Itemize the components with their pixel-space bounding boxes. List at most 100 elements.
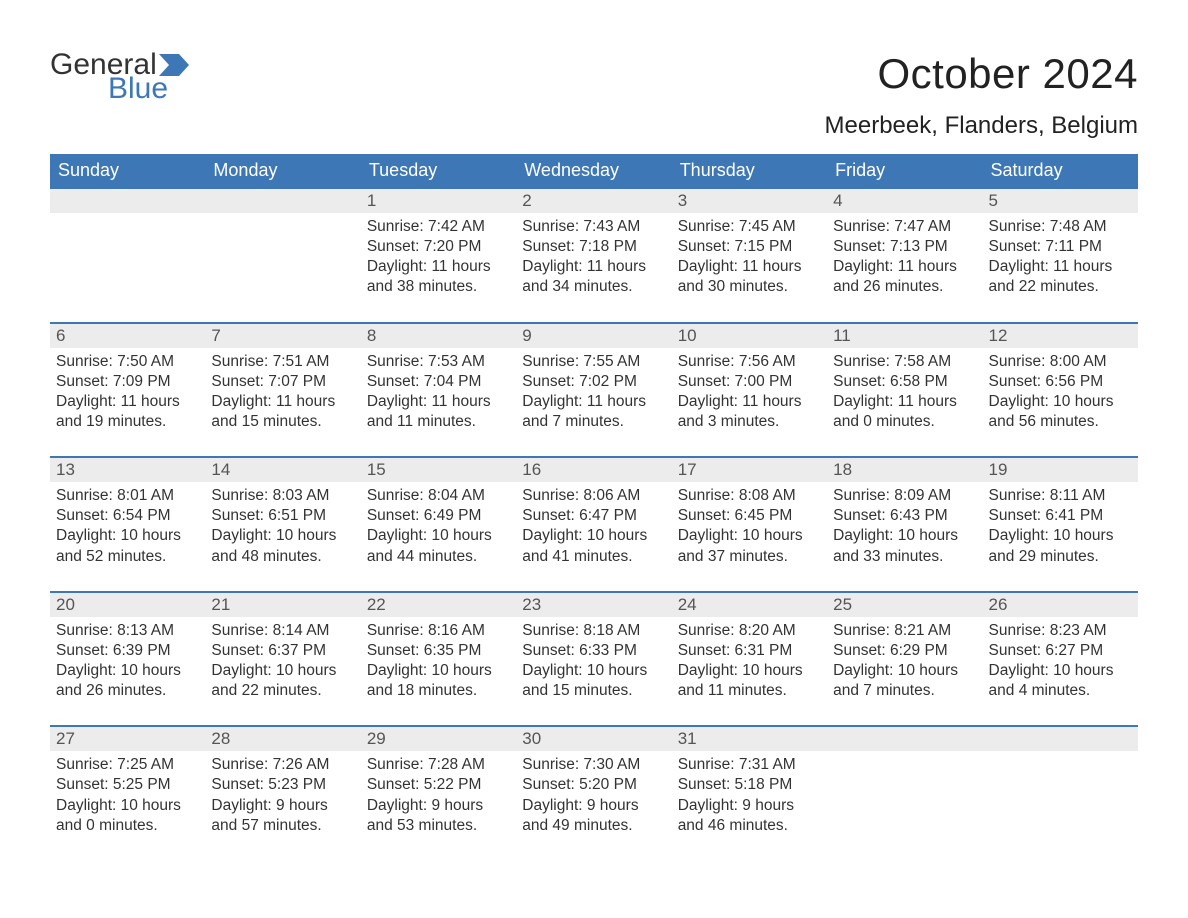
day-day1: Daylight: 11 hours	[678, 257, 821, 277]
day-sunrise: Sunrise: 7:26 AM	[211, 755, 354, 775]
week-row: 27Sunrise: 7:25 AMSunset: 5:25 PMDayligh…	[50, 725, 1138, 860]
day-sunrise: Sunrise: 7:48 AM	[989, 217, 1132, 237]
day-number-strip: 5	[983, 187, 1138, 213]
day-day1: Daylight: 11 hours	[678, 392, 821, 412]
day-sunset: Sunset: 7:20 PM	[367, 237, 510, 257]
day-body: Sunrise: 7:50 AMSunset: 7:09 PMDaylight:…	[50, 348, 205, 457]
dow-header: Sunday	[50, 154, 205, 187]
day-sunrise: Sunrise: 7:53 AM	[367, 352, 510, 372]
day-sunrise: Sunrise: 7:31 AM	[678, 755, 821, 775]
day-body-empty	[827, 751, 982, 859]
day-cell	[50, 187, 205, 322]
day-sunrise: Sunrise: 8:20 AM	[678, 621, 821, 641]
day-cell: 18Sunrise: 8:09 AMSunset: 6:43 PMDayligh…	[827, 456, 982, 591]
day-cell: 17Sunrise: 8:08 AMSunset: 6:45 PMDayligh…	[672, 456, 827, 591]
day-body: Sunrise: 8:01 AMSunset: 6:54 PMDaylight:…	[50, 482, 205, 591]
day-number-strip: 2	[516, 187, 671, 213]
day-sunset: Sunset: 7:13 PM	[833, 237, 976, 257]
day-body: Sunrise: 8:13 AMSunset: 6:39 PMDaylight:…	[50, 617, 205, 726]
day-body: Sunrise: 7:48 AMSunset: 7:11 PMDaylight:…	[983, 213, 1138, 322]
day-number-strip: 30	[516, 725, 671, 751]
day-cell: 9Sunrise: 7:55 AMSunset: 7:02 PMDaylight…	[516, 322, 671, 457]
day-day1: Daylight: 11 hours	[833, 257, 976, 277]
day-body: Sunrise: 7:26 AMSunset: 5:23 PMDaylight:…	[205, 751, 360, 860]
dow-header: Thursday	[672, 154, 827, 187]
day-sunset: Sunset: 6:56 PM	[989, 372, 1132, 392]
day-day1: Daylight: 9 hours	[367, 796, 510, 816]
day-number-strip: 24	[672, 591, 827, 617]
day-sunrise: Sunrise: 7:58 AM	[833, 352, 976, 372]
day-number-strip: 16	[516, 456, 671, 482]
logo: General Blue	[50, 50, 189, 104]
day-day1: Daylight: 10 hours	[367, 526, 510, 546]
day-number-strip: 1	[361, 187, 516, 213]
day-day2: and 7 minutes.	[522, 412, 665, 432]
day-number-strip: 12	[983, 322, 1138, 348]
day-body-empty	[983, 751, 1138, 859]
day-number-strip: 15	[361, 456, 516, 482]
day-cell	[983, 725, 1138, 860]
day-sunset: Sunset: 7:09 PM	[56, 372, 199, 392]
day-sunrise: Sunrise: 8:06 AM	[522, 486, 665, 506]
day-sunrise: Sunrise: 8:21 AM	[833, 621, 976, 641]
day-body: Sunrise: 7:47 AMSunset: 7:13 PMDaylight:…	[827, 213, 982, 322]
day-day2: and 0 minutes.	[56, 816, 199, 836]
day-number-strip: 6	[50, 322, 205, 348]
day-day2: and 11 minutes.	[678, 681, 821, 701]
day-cell	[827, 725, 982, 860]
day-day1: Daylight: 9 hours	[678, 796, 821, 816]
dow-header: Tuesday	[361, 154, 516, 187]
day-day2: and 26 minutes.	[56, 681, 199, 701]
day-cell: 26Sunrise: 8:23 AMSunset: 6:27 PMDayligh…	[983, 591, 1138, 726]
calendar-table: SundayMondayTuesdayWednesdayThursdayFrid…	[50, 154, 1138, 860]
day-number-strip: 17	[672, 456, 827, 482]
day-body: Sunrise: 7:58 AMSunset: 6:58 PMDaylight:…	[827, 348, 982, 457]
day-day2: and 57 minutes.	[211, 816, 354, 836]
day-number-strip: 20	[50, 591, 205, 617]
day-day2: and 37 minutes.	[678, 547, 821, 567]
day-cell: 31Sunrise: 7:31 AMSunset: 5:18 PMDayligh…	[672, 725, 827, 860]
day-day2: and 38 minutes.	[367, 277, 510, 297]
day-body: Sunrise: 8:16 AMSunset: 6:35 PMDaylight:…	[361, 617, 516, 726]
day-sunset: Sunset: 6:31 PM	[678, 641, 821, 661]
day-sunset: Sunset: 7:04 PM	[367, 372, 510, 392]
day-cell: 7Sunrise: 7:51 AMSunset: 7:07 PMDaylight…	[205, 322, 360, 457]
day-number-strip: 25	[827, 591, 982, 617]
day-sunrise: Sunrise: 7:28 AM	[367, 755, 510, 775]
day-sunrise: Sunrise: 7:42 AM	[367, 217, 510, 237]
day-day2: and 26 minutes.	[833, 277, 976, 297]
day-body: Sunrise: 7:43 AMSunset: 7:18 PMDaylight:…	[516, 213, 671, 322]
day-cell: 2Sunrise: 7:43 AMSunset: 7:18 PMDaylight…	[516, 187, 671, 322]
day-number-strip: 22	[361, 591, 516, 617]
day-number-strip: 7	[205, 322, 360, 348]
day-day1: Daylight: 11 hours	[833, 392, 976, 412]
day-day2: and 41 minutes.	[522, 547, 665, 567]
day-body: Sunrise: 8:11 AMSunset: 6:41 PMDaylight:…	[983, 482, 1138, 591]
day-number-strip: 28	[205, 725, 360, 751]
day-sunset: Sunset: 6:45 PM	[678, 506, 821, 526]
location-line: Meerbeek, Flanders, Belgium	[50, 112, 1138, 140]
day-cell: 5Sunrise: 7:48 AMSunset: 7:11 PMDaylight…	[983, 187, 1138, 322]
day-sunset: Sunset: 5:20 PM	[522, 775, 665, 795]
day-cell: 22Sunrise: 8:16 AMSunset: 6:35 PMDayligh…	[361, 591, 516, 726]
day-day1: Daylight: 10 hours	[989, 661, 1132, 681]
day-sunset: Sunset: 5:18 PM	[678, 775, 821, 795]
day-day1: Daylight: 11 hours	[522, 392, 665, 412]
day-sunset: Sunset: 6:41 PM	[989, 506, 1132, 526]
day-day1: Daylight: 10 hours	[833, 661, 976, 681]
day-sunrise: Sunrise: 7:56 AM	[678, 352, 821, 372]
day-day2: and 52 minutes.	[56, 547, 199, 567]
day-day1: Daylight: 11 hours	[56, 392, 199, 412]
day-day2: and 7 minutes.	[833, 681, 976, 701]
day-day1: Daylight: 11 hours	[367, 257, 510, 277]
day-body: Sunrise: 8:23 AMSunset: 6:27 PMDaylight:…	[983, 617, 1138, 726]
day-day2: and 33 minutes.	[833, 547, 976, 567]
day-body: Sunrise: 7:42 AMSunset: 7:20 PMDaylight:…	[361, 213, 516, 322]
day-cell	[205, 187, 360, 322]
day-sunrise: Sunrise: 8:08 AM	[678, 486, 821, 506]
day-sunset: Sunset: 6:35 PM	[367, 641, 510, 661]
day-sunrise: Sunrise: 7:25 AM	[56, 755, 199, 775]
day-cell: 12Sunrise: 8:00 AMSunset: 6:56 PMDayligh…	[983, 322, 1138, 457]
day-sunrise: Sunrise: 8:11 AM	[989, 486, 1132, 506]
day-sunrise: Sunrise: 8:01 AM	[56, 486, 199, 506]
